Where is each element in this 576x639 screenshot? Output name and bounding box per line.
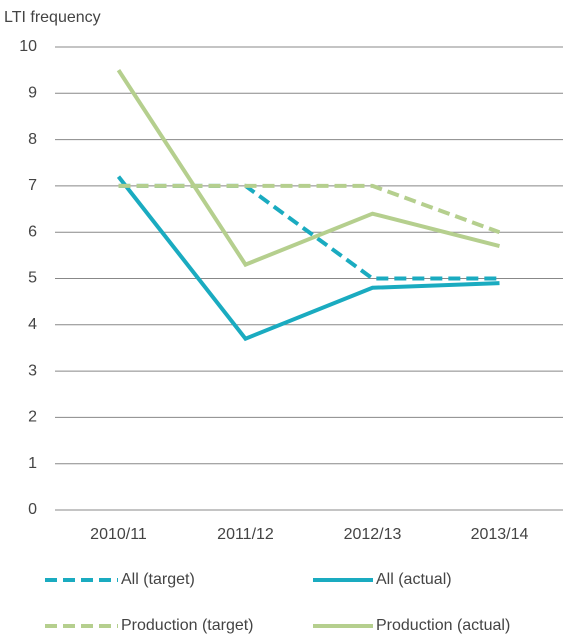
legend-label: Production (actual) xyxy=(376,617,510,634)
x-tick-label: 2012/13 xyxy=(344,526,402,543)
legend-label: All (actual) xyxy=(376,571,452,588)
y-tick-label: 9 xyxy=(28,85,37,102)
x-tick-label: 2011/12 xyxy=(217,526,274,543)
y-tick-label: 10 xyxy=(19,38,37,55)
y-tick-label: 4 xyxy=(28,316,37,333)
legend-label: Production (target) xyxy=(121,617,254,634)
y-tick-label: 5 xyxy=(28,270,37,287)
y-tick-label: 0 xyxy=(28,501,37,518)
legend-label: All (target) xyxy=(121,571,195,588)
series-line xyxy=(116,69,500,268)
y-tick-label: 3 xyxy=(28,362,37,379)
series-line xyxy=(116,175,500,342)
series-line xyxy=(118,183,501,235)
y-tick-label: 1 xyxy=(28,455,37,472)
y-tick-label: 2 xyxy=(28,409,37,426)
x-tick-label: 2010/11 xyxy=(90,526,147,543)
y-tick-label: 8 xyxy=(28,131,37,148)
x-tick-label: 2013/14 xyxy=(471,526,529,543)
y-axis-label: LTI frequency xyxy=(4,9,101,26)
y-tick-label: 7 xyxy=(28,177,37,194)
y-tick-label: 6 xyxy=(28,223,37,240)
